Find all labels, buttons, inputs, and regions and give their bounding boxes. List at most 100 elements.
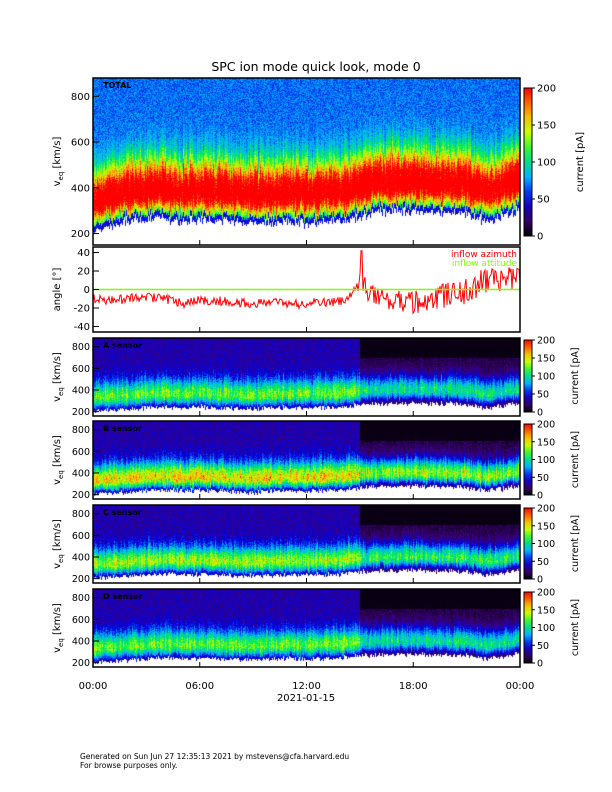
footer-note: For browse purposes only. bbox=[80, 761, 178, 770]
y-tick-label: 800 bbox=[72, 425, 90, 436]
colorbar-tick-label: 50 bbox=[537, 557, 549, 568]
panel-label: C sensor bbox=[103, 508, 142, 517]
panel-c-sensor: C sensor 200 400 600 800 veq [km/s] 0 50 100 150 2… bbox=[52, 504, 581, 586]
x-tick-label: 00:00 bbox=[79, 681, 108, 692]
y-tick-label: 400 bbox=[71, 183, 90, 194]
panel-a-sensor: A sensor 200 400 600 800 veq [km/s] 0 50 100 150 2… bbox=[52, 336, 581, 419]
colorbar-tick-label: 100 bbox=[537, 539, 555, 550]
panel-label: D sensor bbox=[103, 592, 143, 601]
x-tick-label: 00:00 bbox=[506, 681, 535, 692]
panel-angle: -40 -20 0 20 40 angle [°] inflow azimuthinflow… bbox=[52, 246, 521, 333]
colorbar bbox=[523, 507, 533, 580]
panel-b-sensor: B sensor 200 400 600 800 veq [km/s] 0 50 100 150 2… bbox=[52, 420, 581, 502]
y-tick-label: 200 bbox=[72, 407, 90, 418]
colorbar-tick-label: 50 bbox=[537, 195, 550, 206]
colorbar-tick-label: 150 bbox=[537, 354, 555, 365]
panel-frame bbox=[92, 588, 521, 668]
x-tick-label: 12:00 bbox=[292, 681, 321, 692]
y-axis-label: veq [km/s] bbox=[52, 603, 65, 653]
colorbar-tick-label: 50 bbox=[537, 473, 549, 484]
y-tick-label: -40 bbox=[74, 322, 90, 333]
y-axis-label: veq [km/s] bbox=[52, 435, 65, 485]
colorbar bbox=[523, 591, 533, 664]
colorbar-tick-label: 200 bbox=[537, 420, 555, 431]
azimuth-line bbox=[92, 250, 521, 315]
panel-label: A sensor bbox=[103, 341, 142, 350]
y-tick-label: 600 bbox=[72, 447, 90, 458]
legend-inflow-azimuth: inflow azimuth bbox=[451, 250, 517, 260]
date-label: 2021-01-15 bbox=[277, 693, 335, 704]
colorbar-tick-label: 150 bbox=[537, 605, 555, 616]
y-axis-label: veq [km/s] bbox=[52, 519, 65, 569]
x-tick-label: 06:00 bbox=[185, 681, 214, 692]
colorbar-label: current [pA] bbox=[570, 347, 581, 404]
panel-label: B sensor bbox=[103, 424, 142, 433]
y-tick-label: 400 bbox=[72, 386, 90, 397]
colorbar-tick-label: 100 bbox=[537, 372, 555, 383]
y-tick-label: 600 bbox=[71, 138, 90, 149]
colorbar bbox=[523, 423, 533, 496]
x-tick-label: 18:00 bbox=[399, 681, 428, 692]
colorbar-tick-label: 0 bbox=[537, 491, 543, 502]
y-tick-label: 800 bbox=[72, 342, 90, 353]
y-tick-label: 400 bbox=[72, 469, 90, 480]
y-tick-label: 200 bbox=[72, 490, 90, 501]
panel-total: TOTAL 200 400 600 800 veq [km/s] 0 50 100 150 200 c… bbox=[52, 77, 586, 246]
spectrogram-b-sensor bbox=[93, 421, 520, 499]
panel-frame bbox=[92, 337, 521, 417]
y-axis-label: angle [°] bbox=[52, 268, 63, 312]
colorbar bbox=[523, 339, 533, 413]
colorbar bbox=[523, 87, 533, 237]
footer-generated: Generated on Sun Jun 27 12:35:13 2021 by… bbox=[80, 752, 350, 761]
colorbar-label: current [pA] bbox=[575, 132, 586, 192]
y-tick-label: 800 bbox=[72, 593, 90, 604]
y-tick-label: 200 bbox=[72, 574, 90, 585]
spectrogram-c-sensor bbox=[93, 505, 520, 583]
y-tick-label: 400 bbox=[72, 553, 90, 564]
colorbar-tick-label: 0 bbox=[537, 408, 543, 419]
colorbar-tick-label: 0 bbox=[537, 232, 543, 243]
spectrogram-a-sensor bbox=[93, 338, 520, 416]
colorbar-tick-label: 0 bbox=[537, 659, 543, 670]
y-tick-label: 600 bbox=[72, 364, 90, 375]
y-tick-label: 800 bbox=[72, 509, 90, 520]
y-tick-label: 40 bbox=[77, 248, 90, 259]
spectrogram-total bbox=[93, 78, 520, 245]
y-tick-label: 200 bbox=[71, 229, 90, 240]
colorbar-tick-label: 100 bbox=[537, 623, 555, 634]
y-tick-label: 600 bbox=[72, 531, 90, 542]
colorbar-tick-label: 200 bbox=[537, 84, 556, 95]
legend-inflow-attitude: inflow attitude bbox=[452, 259, 518, 269]
y-axis-label: veq [km/s] bbox=[52, 352, 65, 402]
figure-title: SPC ion mode quick look, mode 0 bbox=[211, 59, 420, 74]
panel-frame bbox=[92, 504, 521, 584]
panel-frame bbox=[92, 77, 521, 246]
colorbar-tick-label: 200 bbox=[537, 504, 555, 515]
colorbar-tick-label: 150 bbox=[537, 437, 555, 448]
y-tick-label: 400 bbox=[72, 637, 90, 648]
spectrogram-d-sensor bbox=[93, 589, 520, 667]
colorbar-tick-label: 150 bbox=[537, 121, 556, 132]
colorbar-tick-label: 100 bbox=[537, 158, 556, 169]
panel-d-sensor: D sensor 200 400 600 800 veq [km/s] 0 50 100 150 2… bbox=[52, 588, 581, 670]
colorbar-tick-label: 50 bbox=[537, 641, 549, 652]
y-tick-label: 600 bbox=[72, 615, 90, 626]
colorbar-label: current [pA] bbox=[570, 515, 581, 572]
colorbar-tick-label: 200 bbox=[537, 588, 555, 599]
y-axis-label: veq [km/s] bbox=[52, 137, 65, 187]
colorbar-tick-label: 100 bbox=[537, 455, 555, 466]
colorbar-tick-label: 50 bbox=[537, 390, 549, 401]
panel-label: TOTAL bbox=[103, 81, 131, 90]
colorbar-label: current [pA] bbox=[570, 431, 581, 488]
y-tick-label: 200 bbox=[72, 658, 90, 669]
colorbar-tick-label: 200 bbox=[537, 336, 555, 347]
y-tick-label: 800 bbox=[71, 92, 90, 103]
y-tick-label: -20 bbox=[74, 303, 90, 314]
colorbar-tick-label: 0 bbox=[537, 575, 543, 586]
colorbar-tick-label: 150 bbox=[537, 521, 555, 532]
y-tick-label: 0 bbox=[84, 285, 90, 296]
y-tick-label: 20 bbox=[77, 267, 90, 278]
colorbar-label: current [pA] bbox=[570, 599, 581, 656]
